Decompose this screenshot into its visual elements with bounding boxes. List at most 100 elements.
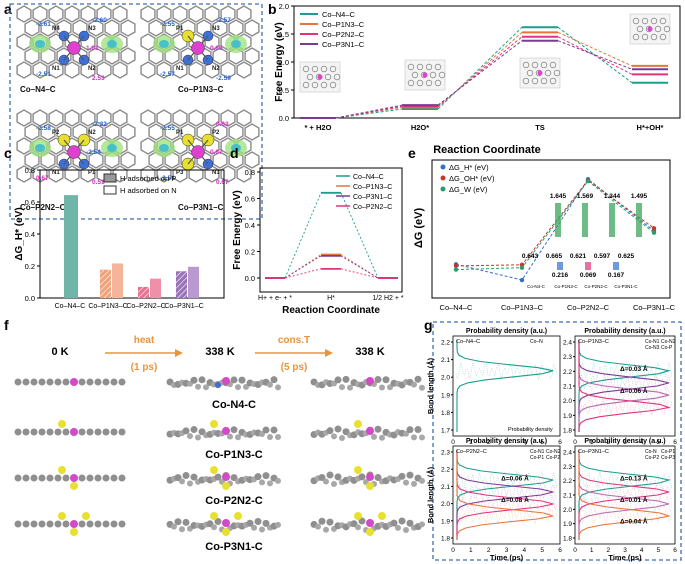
- panel-label-f: f: [4, 317, 9, 333]
- carbon-atom: [419, 434, 425, 441]
- x-tick-label: 4: [523, 439, 527, 446]
- panel-label-a: a: [4, 1, 12, 17]
- thumbnail-ring: [636, 25, 644, 33]
- thumbnail-ring: [650, 17, 658, 25]
- panel-g: g Probability density (a.u.) 1.7 1.8 1.9 2.0…: [424, 317, 682, 562]
- bader-charge: -2.55: [160, 125, 175, 132]
- bar: [112, 263, 123, 298]
- inset-value-top: 1.495: [631, 193, 648, 200]
- bar: [64, 195, 78, 298]
- lattice-hexagon: [104, 123, 120, 141]
- cobalt-atom: [191, 145, 205, 159]
- carbon-atom: [182, 427, 190, 435]
- lattice-hexagon: [220, 5, 236, 23]
- carbon-atom: [94, 378, 102, 386]
- subplot-frame: [452, 335, 561, 437]
- lattice-hexagon: [156, 5, 172, 23]
- x-category-label: Co–P3N1–C: [164, 303, 203, 310]
- lattice-hexagon: [140, 109, 156, 127]
- lattice-hexagon: [228, 123, 244, 141]
- legend-label: Co-N1: [530, 449, 545, 455]
- cobalt-atom: [222, 377, 230, 385]
- x-category-label: H+ + e- + *: [258, 295, 292, 302]
- lattice-hexagon: [88, 151, 104, 169]
- legend-label: Co–N: [530, 339, 543, 345]
- energy-connector: [335, 108, 403, 119]
- energy-connector: [335, 104, 403, 119]
- bader-charge: -2.54: [86, 149, 101, 156]
- lattice-hexagon: [16, 165, 32, 183]
- bond-trace: [577, 471, 673, 490]
- thumbnail-ring: [306, 73, 314, 81]
- lattice-hexagon: [40, 19, 56, 37]
- x-tick-label: 3: [505, 439, 509, 446]
- legend-label: ΔG_W (eV): [449, 185, 488, 194]
- phosphorus-atom: [210, 466, 218, 474]
- inset-value-low: 0.069: [580, 272, 597, 279]
- carbon-atom: [230, 474, 238, 482]
- carbon-atom: [235, 434, 241, 441]
- lattice-hexagon: [156, 109, 172, 127]
- lattice-hexagon: [244, 123, 260, 141]
- carbon-atom: [118, 474, 126, 482]
- carbon-atom: [379, 434, 385, 441]
- thumbnail-ring: [650, 33, 658, 41]
- data-point: [651, 230, 657, 235]
- x-category-label: H2O*: [411, 123, 429, 132]
- inset-value-mid: 0.621: [570, 253, 587, 260]
- y-tick-label: 1.7: [441, 428, 450, 435]
- thumbnail-ring: [641, 17, 649, 25]
- x-category-label: TS: [535, 123, 545, 132]
- x-tick-label: 5: [540, 547, 544, 554]
- bader-charge: -2.51: [160, 175, 175, 182]
- y-tick-label: 2.0: [441, 375, 450, 382]
- carbon-atom: [14, 474, 22, 482]
- carbon-atom: [62, 520, 70, 528]
- thumbnail-ring: [416, 63, 424, 71]
- phosphorus-atom: [366, 528, 374, 536]
- carbon-atom: [262, 472, 270, 480]
- stage-temperature: 338 K: [355, 346, 384, 358]
- y-axis-label: Free Energy (eV): [274, 22, 285, 101]
- carbon-atom: [187, 433, 193, 440]
- bond-subplot: Probability density (a.u.) 1.8 1.9 2.0 2.1 2.…: [563, 438, 677, 562]
- inset-bar-low: [557, 262, 563, 270]
- slab-snapshot: [310, 420, 425, 441]
- cobalt-atom: [366, 473, 374, 481]
- carbon-atom: [374, 425, 382, 433]
- phosphorus-atom: [378, 512, 386, 520]
- lattice-hexagon: [212, 47, 228, 65]
- atom-label: P2: [212, 130, 220, 136]
- panel-f: f 0 K 338 K heat (1 ps) 338 K cons.T (5 ps) Co-…: [4, 317, 425, 553]
- lattice-hexagon: [16, 33, 32, 51]
- phosphorus-atom: [210, 512, 218, 520]
- lattice-hexagon: [188, 61, 204, 79]
- bar-hatch: [100, 269, 111, 298]
- carbon-atom: [403, 479, 409, 486]
- carbon-atom: [270, 376, 278, 384]
- y-axis-label: Bond length (Å): [426, 466, 435, 523]
- lattice-hexagon: [244, 151, 260, 169]
- structure-0: N4 N3 N1 N2 -2.61 -2.60 1.01 -2.51 2.53 Co–N4–C: [16, 5, 136, 94]
- md-snapshots: 0 K 338 K heat (1 ps) 338 K cons.T (5 ps) Co-N4…: [14, 335, 425, 553]
- y-tick-label: 0.0: [25, 294, 35, 303]
- energy-connector: [340, 268, 379, 279]
- carbon-atom: [62, 428, 70, 436]
- carbon-atom: [275, 434, 281, 441]
- atom-label: N3: [88, 26, 96, 32]
- carbon-atom: [182, 518, 190, 526]
- atom-label: N1: [176, 66, 184, 72]
- thumbnail-ring: [522, 77, 530, 85]
- carbon-atom: [62, 378, 70, 386]
- lattice-hexagon: [48, 61, 64, 79]
- bader-charge: 1.01: [86, 45, 99, 52]
- thumbnail-ring: [434, 79, 442, 87]
- structure-thumbnail: [299, 61, 341, 93]
- thumbnail-ring: [540, 77, 548, 85]
- carbon-atom: [118, 428, 126, 436]
- legend-swatch: [103, 185, 117, 195]
- carbon-atom: [414, 375, 422, 383]
- y-tick-label: 2.0: [563, 507, 572, 514]
- x-tick-label: 0: [451, 547, 455, 554]
- carbon-atom: [323, 526, 329, 533]
